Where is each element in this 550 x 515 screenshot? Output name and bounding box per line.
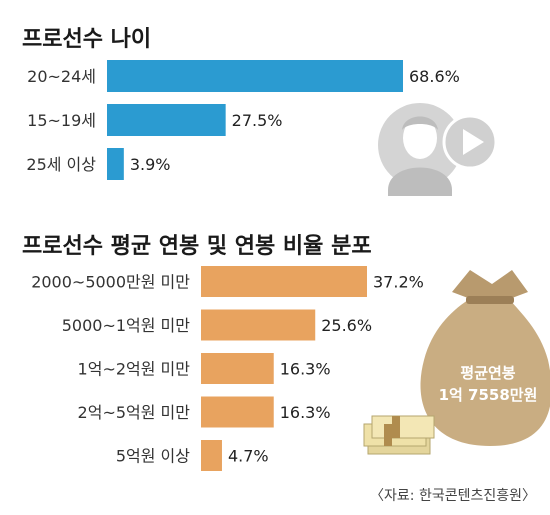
bar [107, 60, 403, 92]
money-bag-icon [420, 270, 550, 446]
bar [107, 148, 124, 180]
bar [201, 266, 367, 297]
average-salary-label: 평균연봉 [460, 364, 515, 382]
bar [201, 440, 222, 471]
value-label: 37.2% [373, 273, 424, 292]
salary-bar-group: 2000~5000만원 미만 37.2% 5000~1억원 미만 25.6% 1억~2억… [31, 266, 424, 471]
category-label: 20~24세 [27, 67, 96, 86]
category-label: 2억~5억원 미만 [78, 403, 191, 422]
bar [201, 353, 274, 384]
bar [201, 396, 274, 428]
category-label: 15~19세 [27, 111, 96, 130]
category-label: 25세 이상 [26, 155, 96, 174]
value-label: 25.6% [321, 316, 372, 335]
age-bar-group: 20~24세 68.6% 15~19세 27.5% 25세 이상 3.9% [26, 60, 460, 180]
category-label: 5억원 이상 [116, 447, 190, 466]
category-label: 2000~5000만원 미만 [31, 273, 190, 292]
bar [107, 104, 226, 136]
cash-stack-icon [363, 415, 435, 455]
value-label: 68.6% [409, 67, 460, 86]
person-avatar-icon [378, 103, 462, 196]
category-label: 1억~2억원 미만 [78, 360, 191, 379]
value-label: 27.5% [232, 111, 283, 130]
value-label: 16.3% [280, 403, 331, 422]
value-label: 4.7% [228, 447, 269, 466]
category-label: 5000~1억원 미만 [62, 316, 191, 335]
average-salary-value: 1억 7558만원 [439, 386, 538, 404]
age-chart-title: 프로선수 나이 [22, 27, 151, 52]
salary-chart-title: 프로선수 평균 연봉 및 연봉 비율 분포 [22, 234, 372, 259]
value-label: 16.3% [280, 360, 331, 379]
value-label: 3.9% [130, 155, 171, 174]
play-button-icon [442, 114, 498, 170]
source-note: 〈자료: 한국콘텐츠진흥원〉 [370, 488, 536, 504]
bar [201, 309, 316, 341]
